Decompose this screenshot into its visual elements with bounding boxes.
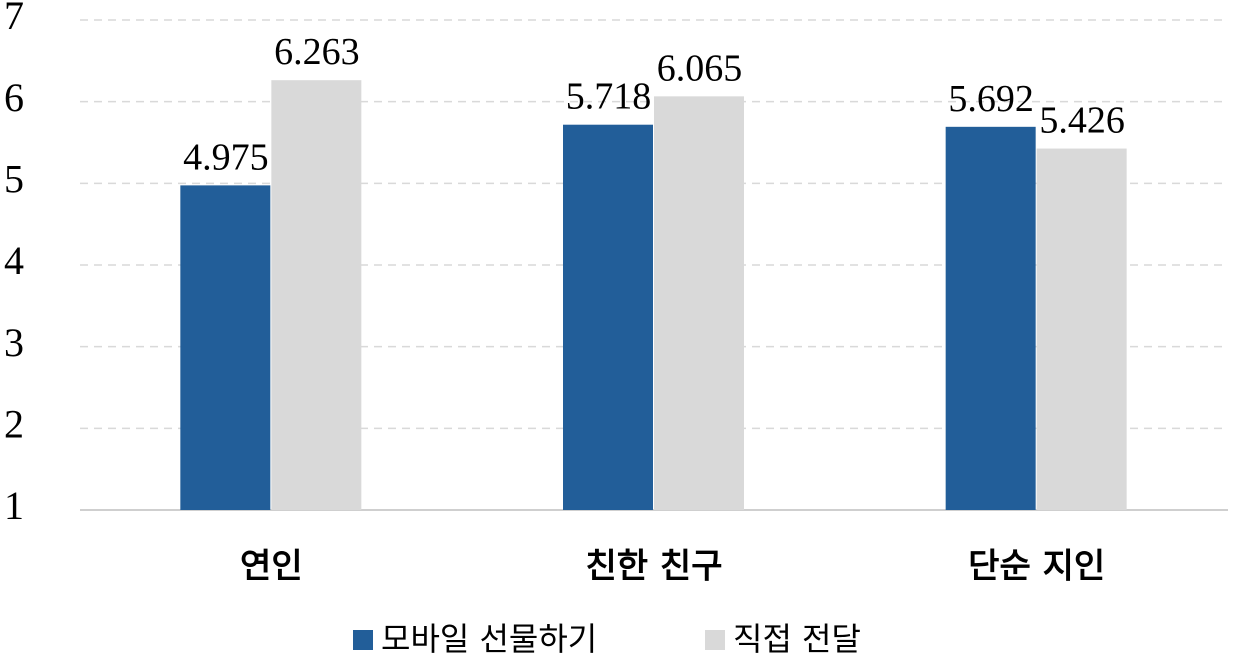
y-tick-label: 3 — [4, 320, 24, 365]
bar — [654, 96, 744, 510]
x-tick-label: 단순 지인 — [968, 547, 1105, 587]
value-label: 5.426 — [1039, 100, 1125, 142]
bar — [180, 185, 271, 510]
x-tick-label: 연인 — [240, 547, 303, 587]
y-tick-label: 6 — [4, 75, 24, 120]
value-label: 5.692 — [948, 78, 1034, 120]
bar — [1036, 148, 1127, 510]
y-tick-label: 4 — [4, 238, 24, 283]
legend-label: 모바일 선물하기 — [381, 620, 597, 658]
legend-swatch — [353, 630, 373, 650]
legend-swatch — [705, 630, 725, 650]
x-tick-label: 친한 친구 — [586, 547, 723, 587]
value-label: 6.263 — [274, 31, 360, 73]
bar — [563, 124, 653, 511]
bar — [271, 80, 362, 511]
y-tick-label: 2 — [4, 402, 24, 447]
legend-label: 직접 전달 — [733, 620, 861, 658]
value-label: 5.718 — [566, 76, 652, 118]
value-label: 6.065 — [657, 47, 743, 89]
y-tick-label: 1 — [4, 483, 24, 528]
bar — [945, 126, 1036, 510]
value-label: 4.975 — [183, 136, 269, 178]
y-tick-label: 5 — [4, 157, 24, 202]
y-tick-label: 7 — [4, 0, 24, 38]
